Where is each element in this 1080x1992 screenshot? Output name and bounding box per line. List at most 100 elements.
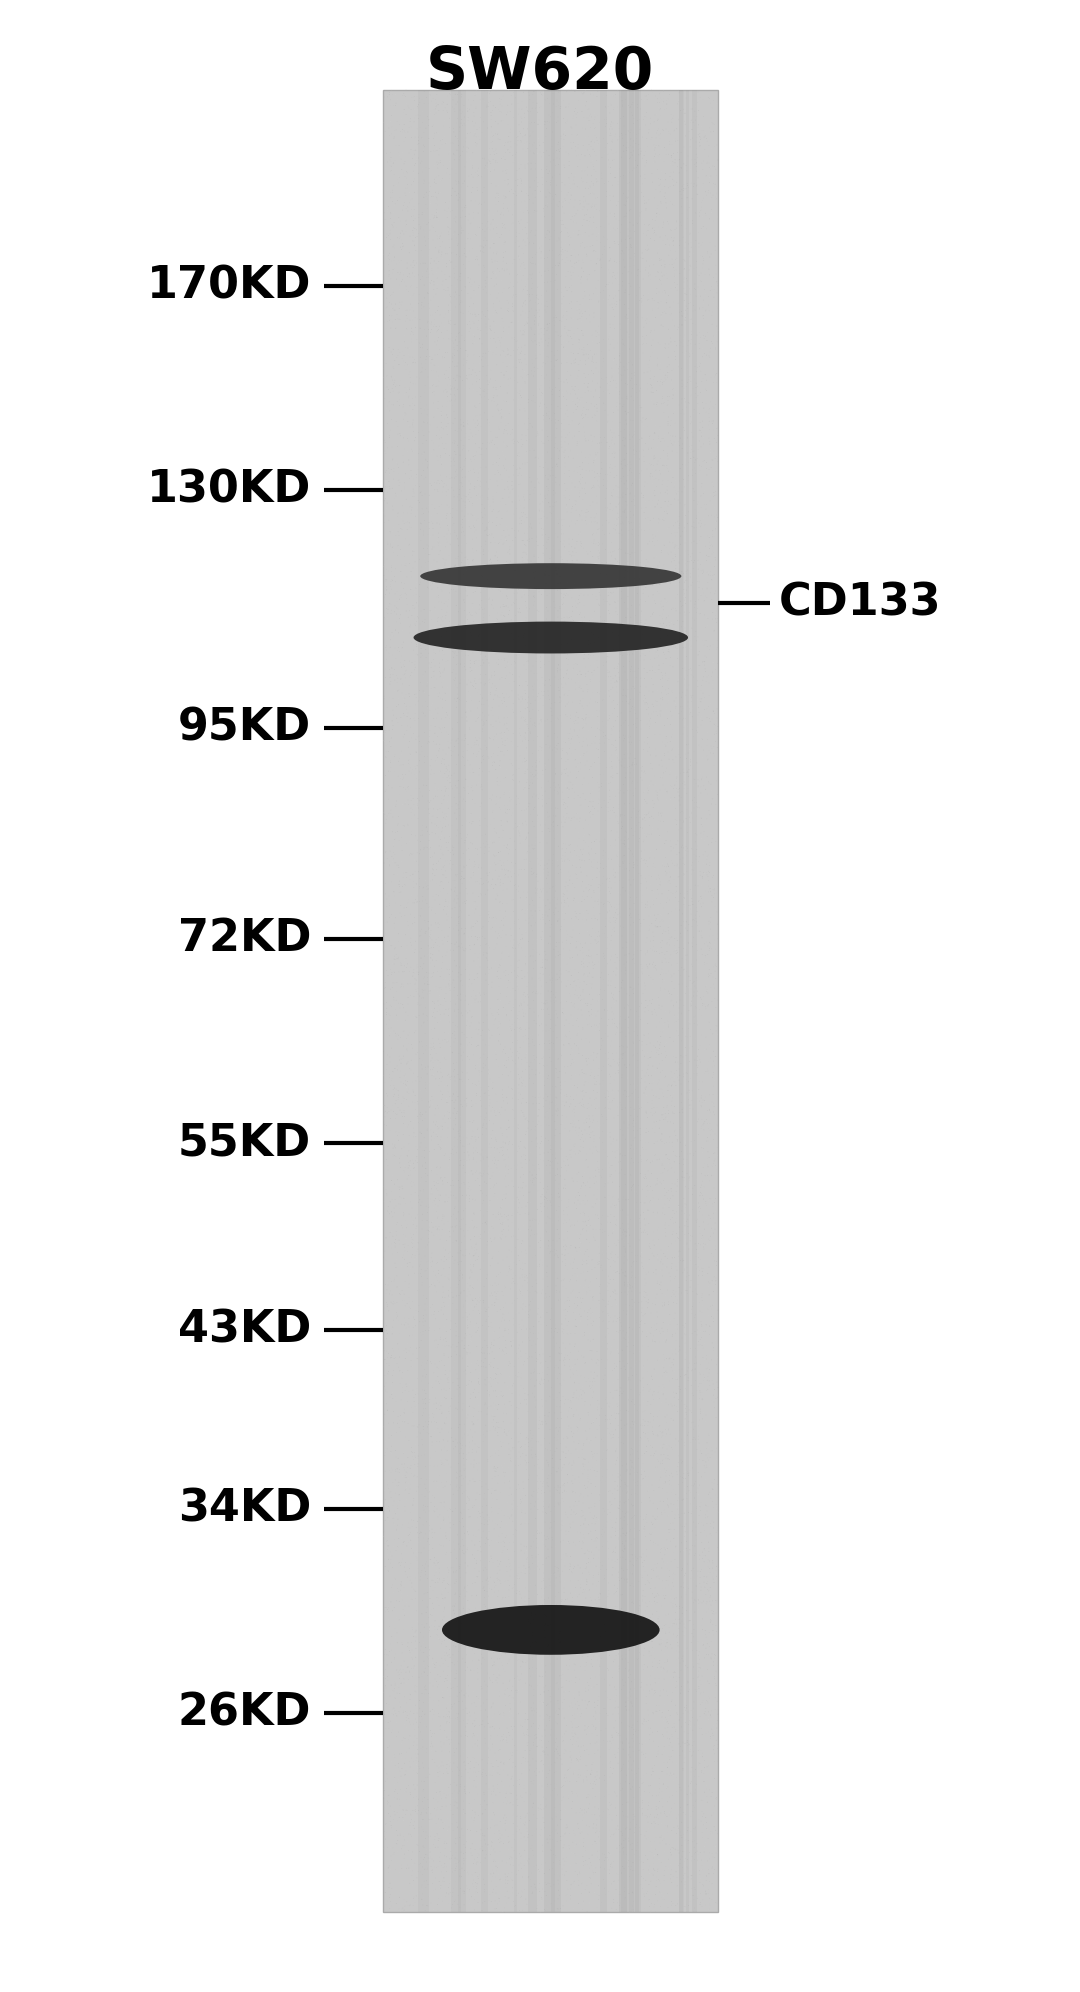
Point [643, 1096, 660, 1127]
Point [676, 1161, 693, 1193]
Point [703, 1114, 720, 1145]
Point [524, 1271, 541, 1303]
Point [651, 289, 669, 321]
Point [469, 476, 486, 508]
Point [639, 964, 657, 996]
Point [497, 855, 514, 886]
Point [591, 1801, 608, 1833]
Point [485, 1213, 502, 1245]
Point [475, 225, 492, 257]
Point [539, 1892, 556, 1924]
Point [554, 528, 571, 560]
Point [421, 373, 438, 404]
Point [484, 827, 501, 859]
Point [428, 371, 445, 402]
Point [595, 470, 612, 502]
Point [436, 299, 454, 331]
Point [576, 825, 593, 857]
Point [622, 707, 639, 739]
Point [492, 524, 510, 556]
Point [554, 926, 571, 958]
Point [705, 92, 723, 124]
Point [472, 480, 489, 512]
Point [664, 1701, 681, 1733]
Point [390, 498, 407, 530]
Point [631, 104, 648, 135]
Point [650, 612, 667, 643]
Point [526, 582, 543, 614]
Point [689, 1072, 706, 1104]
Point [501, 681, 518, 713]
Point [562, 1550, 579, 1582]
Point [579, 315, 596, 347]
Point [535, 1436, 552, 1468]
Point [546, 1153, 564, 1185]
Point [694, 586, 712, 618]
Point [406, 1169, 423, 1201]
Point [566, 988, 583, 1020]
Point [664, 1319, 681, 1351]
Point [384, 1335, 402, 1367]
Point [512, 1432, 529, 1464]
Point [700, 960, 717, 992]
Point [618, 757, 635, 789]
Point [424, 938, 442, 970]
Point [648, 1741, 665, 1773]
Point [536, 606, 553, 637]
Point [378, 464, 395, 496]
Point [489, 1865, 507, 1896]
Point [681, 1185, 699, 1217]
Point [473, 432, 490, 464]
Point [696, 1809, 713, 1841]
Point [649, 86, 666, 118]
Point [455, 932, 472, 964]
Point [376, 1345, 393, 1376]
Point [540, 1026, 557, 1058]
Point [652, 556, 670, 588]
Point [610, 488, 627, 520]
Point [663, 1020, 680, 1052]
Point [457, 1831, 474, 1863]
Point [566, 1231, 583, 1263]
Point [665, 145, 683, 177]
Point [512, 1621, 529, 1653]
Point [510, 783, 527, 815]
Point [575, 1574, 592, 1606]
Point [421, 1211, 438, 1243]
Point [608, 1679, 625, 1711]
Point [555, 1835, 572, 1867]
Point [407, 1241, 424, 1273]
Point [461, 1012, 478, 1044]
Point [690, 554, 707, 586]
Point [393, 627, 410, 659]
Point [617, 181, 634, 213]
Point [512, 337, 529, 369]
Point [510, 1675, 527, 1707]
Point [450, 916, 468, 948]
Point [639, 1042, 657, 1074]
Point [559, 737, 577, 769]
Point [538, 1050, 555, 1082]
Point [542, 699, 559, 731]
Point [659, 106, 676, 137]
Point [640, 1060, 658, 1092]
Point [591, 807, 608, 839]
Point [605, 213, 622, 245]
Point [710, 1139, 727, 1171]
Point [581, 1253, 598, 1285]
Point [526, 305, 543, 337]
Point [531, 462, 549, 494]
Point [530, 618, 548, 649]
Point [396, 373, 414, 404]
Point [383, 972, 401, 1004]
Point [692, 265, 710, 297]
Point [585, 470, 603, 502]
Point [644, 1175, 661, 1207]
Point [617, 815, 634, 847]
Point [457, 1749, 474, 1781]
Point [631, 510, 648, 542]
Point [434, 369, 451, 400]
Point [680, 1729, 698, 1761]
Point [586, 1876, 604, 1908]
Point [400, 195, 417, 227]
